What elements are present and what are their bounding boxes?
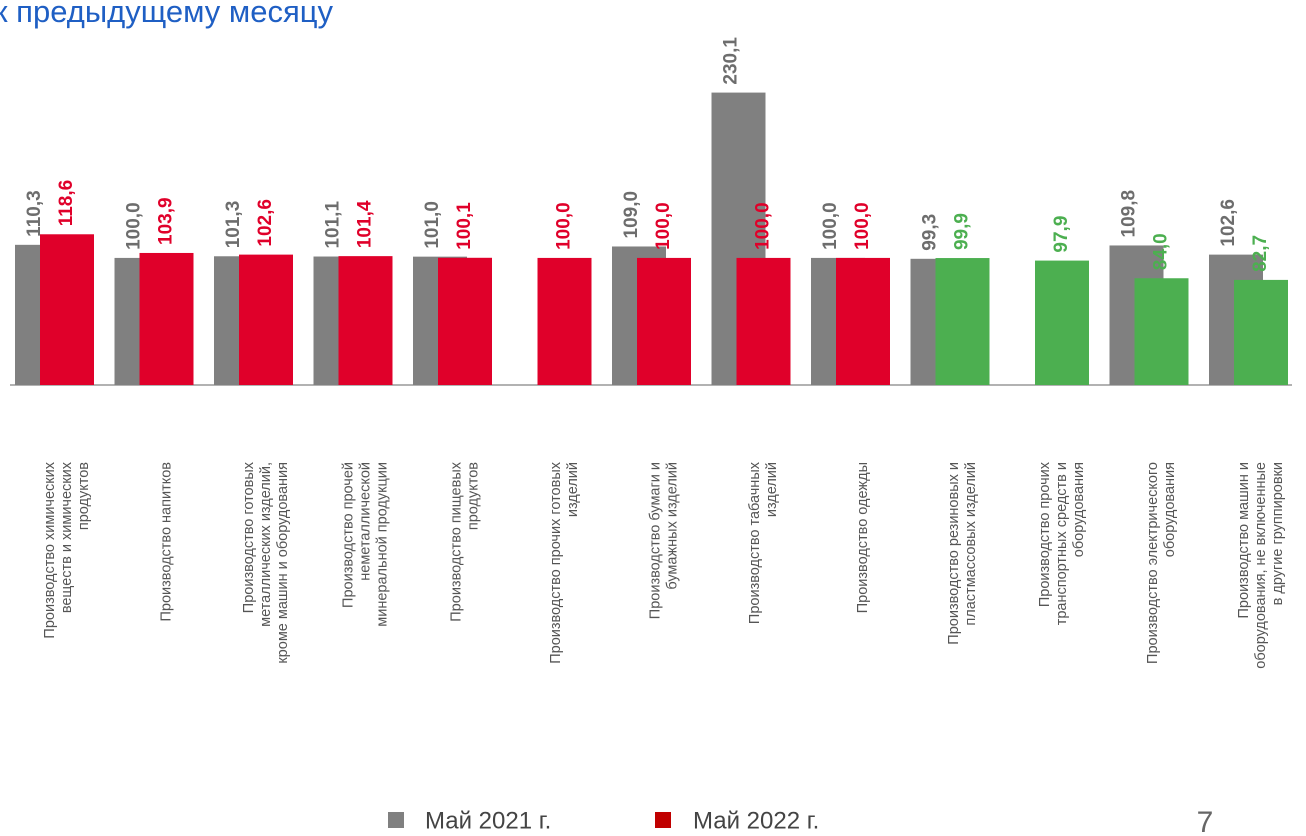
value-label: 101,0 xyxy=(422,201,443,249)
bar xyxy=(239,254,293,385)
legend-label: Май 2021 г. xyxy=(425,807,551,834)
x-tick-label: Производство прочих готовых xyxy=(548,461,564,664)
bar xyxy=(1234,279,1288,385)
legend-label: Май 2022 г. xyxy=(693,807,819,834)
chart-title: к предыдущему месяцу xyxy=(0,0,333,29)
x-tick-label: Производство химических xyxy=(42,461,58,638)
value-label: 99,9 xyxy=(952,213,973,250)
value-label: 100,0 xyxy=(554,202,575,250)
x-tick-label: кроме машин и оборудования xyxy=(275,462,291,664)
bar xyxy=(139,252,194,385)
value-label: 101,3 xyxy=(223,201,244,249)
x-tick-label: пластмассовых изделий xyxy=(963,462,979,626)
x-tick-label: металлических изделий, xyxy=(258,462,274,627)
x-tick-label: неметаллической xyxy=(357,462,373,581)
value-label: 100,0 xyxy=(852,202,873,250)
x-tick-label: Производство электрического xyxy=(1145,462,1161,664)
x-tick-label: Производство готовых xyxy=(241,461,257,613)
value-label: 101,1 xyxy=(323,201,344,249)
page-number: 7 xyxy=(1197,806,1214,836)
x-tick-label: Производство прочих xyxy=(1037,461,1053,607)
x-tick-label: Производство пищевых xyxy=(448,461,464,621)
x-tick-label: веществ и химических xyxy=(59,461,75,613)
value-label: 110,3 xyxy=(24,190,45,237)
x-tick-label: транспортных средств и xyxy=(1054,462,1070,625)
x-tick-label: бумажных изделий xyxy=(664,462,680,590)
x-tick-label: изделий xyxy=(764,462,780,517)
x-tick-label: Производство резиновых и xyxy=(946,462,962,645)
legend-swatch xyxy=(655,812,671,828)
bar xyxy=(438,257,492,385)
x-tick-label: Производство машин и xyxy=(1236,462,1252,618)
x-tick-label: продуктов xyxy=(465,462,481,530)
x-tick-label: Производство прочей xyxy=(340,462,356,608)
value-label: 102,6 xyxy=(255,199,276,247)
value-label: 102,6 xyxy=(1218,199,1239,247)
x-tick-label: оборудования, не включенные xyxy=(1253,462,1269,669)
value-label: 99,3 xyxy=(920,214,941,251)
value-label: 230,1 xyxy=(721,37,742,85)
value-label: 109,0 xyxy=(621,191,642,239)
x-tick-label: оборудования xyxy=(1071,462,1087,557)
bar xyxy=(1035,260,1089,385)
bar xyxy=(338,256,393,385)
value-label: 100,0 xyxy=(820,202,841,250)
value-label: 101,4 xyxy=(355,200,376,248)
value-label: 97,9 xyxy=(1051,216,1072,253)
value-label: 100,1 xyxy=(454,202,475,250)
bar xyxy=(1134,278,1189,385)
value-label: 82,7 xyxy=(1250,235,1271,272)
x-tick-label: Производство одежды xyxy=(855,462,871,613)
x-tick-label: Производство табачных xyxy=(747,461,763,624)
bar xyxy=(935,258,990,385)
value-label: 103,9 xyxy=(156,197,177,245)
value-label: 100,0 xyxy=(124,202,145,250)
bar xyxy=(637,257,691,385)
x-tick-label: минеральной продукции xyxy=(374,462,390,627)
bar xyxy=(836,257,890,385)
value-label: 100,0 xyxy=(653,202,674,250)
value-label: 84,0 xyxy=(1151,233,1172,270)
x-tick-label: изделий xyxy=(565,462,581,517)
x-tick-label: продуктов xyxy=(76,462,92,530)
value-label: 109,8 xyxy=(1119,190,1140,238)
x-tick-label: Производство бумаги и xyxy=(647,462,663,619)
bar xyxy=(40,234,94,385)
value-label: 118,6 xyxy=(56,180,77,227)
bar xyxy=(537,257,592,385)
value-label: 100,0 xyxy=(753,202,774,250)
bar xyxy=(736,257,791,385)
x-tick-label: Производство напитков xyxy=(158,462,174,622)
x-tick-label: в другие группировки xyxy=(1270,462,1286,605)
legend-swatch xyxy=(388,812,404,828)
x-tick-label: оборудования xyxy=(1162,462,1178,557)
